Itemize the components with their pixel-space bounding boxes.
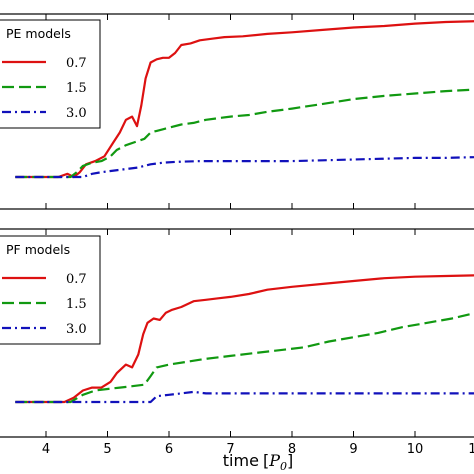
x-tick-label: 6 — [165, 442, 173, 457]
x-axis-label: time [P0] — [223, 451, 293, 473]
bottom-legend: PF models 0.7 1.5 3.0 — [0, 235, 101, 345]
bottom-series-line-0.7 — [15, 274, 474, 404]
x-tick-label: 11 — [468, 442, 474, 457]
bottom-series-line-3.0 — [15, 390, 474, 404]
bottom-legend-title: PF models — [6, 242, 70, 257]
x-tick-label: 9 — [349, 442, 357, 457]
top-legend-label: 0.7 — [66, 56, 87, 71]
bottom-plot-frame — [0, 228, 474, 438]
top-legend: PE models 0.7 1.5 3.0 — [0, 19, 101, 129]
top-legend-title: PE models — [6, 26, 71, 41]
top-plot-frame — [0, 13, 474, 210]
top-legend-label: 1.5 — [66, 81, 87, 96]
bottom-legend-label: 0.7 — [66, 272, 87, 287]
top-legend-box — [0, 19, 101, 129]
bottom-series-line-1.5 — [15, 312, 474, 404]
x-tick-label: 5 — [103, 442, 111, 457]
x-tick-label: 7 — [226, 442, 234, 457]
top-series-line-1.5 — [15, 88, 474, 179]
x-tick-label: 10 — [407, 442, 424, 457]
bottom-legend-label: 1.5 — [66, 297, 87, 312]
x-tick-label: 4 — [42, 442, 50, 457]
x-tick-label: 8 — [288, 442, 296, 457]
top-series-line-3.0 — [15, 156, 474, 179]
top-panel: PE models 0.7 1.5 3.0 — [0, 13, 474, 210]
bottom-legend-box — [0, 235, 101, 345]
top-legend-label: 3.0 — [66, 106, 87, 121]
bottom-legend-label: 3.0 — [66, 322, 87, 337]
top-series-line-0.7 — [15, 20, 474, 179]
bottom-panel: 4 5 6 7 8 9 10 11 PF models 0.7 1.5 3.0 — [0, 228, 474, 457]
